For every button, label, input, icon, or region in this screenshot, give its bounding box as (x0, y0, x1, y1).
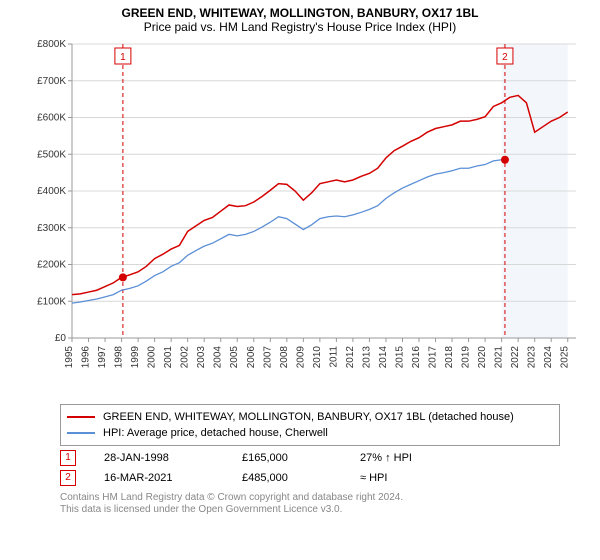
chart-svg: £0 £100K £200K £300K £400K £500K £600K £700K £80… (24, 38, 584, 398)
svg-text:2000: 2000 (147, 346, 158, 369)
svg-text:£0: £0 (55, 333, 67, 344)
svg-text:2017: 2017 (428, 346, 439, 369)
svg-text:2015: 2015 (394, 346, 405, 369)
svg-text:2003: 2003 (196, 346, 207, 369)
marker-id-box: 2 (60, 470, 76, 486)
chart-container: GREEN END, WHITEWAY, MOLLINGTON, BANBURY… (0, 0, 600, 560)
svg-text:2005: 2005 (229, 346, 240, 369)
svg-text:£400K: £400K (37, 186, 66, 197)
svg-text:2010: 2010 (312, 346, 323, 369)
svg-text:2022: 2022 (510, 346, 521, 369)
svg-text:1998: 1998 (114, 346, 125, 369)
svg-text:£100K: £100K (37, 296, 66, 307)
marker-pct: ≈ HPI (360, 468, 450, 488)
svg-text:1: 1 (120, 52, 126, 63)
svg-text:£800K: £800K (37, 39, 66, 50)
svg-text:£300K: £300K (37, 223, 66, 234)
svg-text:1996: 1996 (81, 346, 92, 369)
chart-title: GREEN END, WHITEWAY, MOLLINGTON, BANBURY… (10, 6, 590, 20)
svg-text:2014: 2014 (378, 346, 389, 369)
marker-pct: 27% ↑ HPI (360, 448, 450, 468)
svg-text:2004: 2004 (213, 346, 224, 369)
svg-text:2006: 2006 (246, 346, 257, 369)
svg-text:2019: 2019 (461, 346, 472, 369)
footnote-line: Contains HM Land Registry data © Crown c… (60, 492, 590, 504)
marker-row: 1 28-JAN-1998 £165,000 27% ↑ HPI (60, 448, 560, 468)
marker-row: 2 16-MAR-2021 £485,000 ≈ HPI (60, 468, 560, 488)
legend-item: HPI: Average price, detached house, Cher… (67, 425, 553, 441)
marker-id-box: 1 (60, 450, 76, 466)
svg-text:2018: 2018 (444, 346, 455, 369)
legend: GREEN END, WHITEWAY, MOLLINGTON, BANBURY… (60, 404, 560, 446)
svg-text:£700K: £700K (37, 76, 66, 87)
marker-date: 16-MAR-2021 (104, 468, 214, 488)
marker-table: 1 28-JAN-1998 £165,000 27% ↑ HPI 2 16-MA… (60, 448, 560, 488)
svg-text:2012: 2012 (345, 346, 356, 369)
svg-text:£200K: £200K (37, 260, 66, 271)
svg-text:£500K: £500K (37, 149, 66, 160)
marker-price: £165,000 (242, 448, 332, 468)
marker-date: 28-JAN-1998 (104, 448, 214, 468)
svg-text:2024: 2024 (543, 346, 554, 369)
legend-swatch (67, 432, 95, 434)
svg-text:2021: 2021 (494, 346, 505, 369)
svg-text:2: 2 (502, 52, 508, 63)
svg-text:2007: 2007 (262, 346, 273, 369)
svg-text:1995: 1995 (64, 346, 75, 369)
footnote-line: This data is licensed under the Open Gov… (60, 504, 590, 516)
chart-subtitle: Price paid vs. HM Land Registry's House … (10, 20, 590, 34)
legend-item: GREEN END, WHITEWAY, MOLLINGTON, BANBURY… (67, 409, 553, 425)
svg-text:2009: 2009 (295, 346, 306, 369)
svg-text:2013: 2013 (361, 346, 372, 369)
svg-text:2020: 2020 (477, 346, 488, 369)
legend-swatch (67, 416, 95, 418)
svg-text:2016: 2016 (411, 346, 422, 369)
svg-text:2001: 2001 (163, 346, 174, 369)
legend-label: GREEN END, WHITEWAY, MOLLINGTON, BANBURY… (103, 409, 514, 425)
legend-label: HPI: Average price, detached house, Cher… (103, 425, 328, 441)
plot-area: £0 £100K £200K £300K £400K £500K £600K £700K £80… (24, 38, 584, 398)
svg-text:1997: 1997 (97, 346, 108, 369)
marker-price: £485,000 (242, 468, 332, 488)
svg-text:2011: 2011 (328, 346, 339, 368)
svg-text:2002: 2002 (180, 346, 191, 369)
svg-text:1999: 1999 (130, 346, 141, 369)
svg-text:2023: 2023 (527, 346, 538, 369)
svg-text:2025: 2025 (560, 346, 571, 369)
footnote: Contains HM Land Registry data © Crown c… (60, 492, 590, 516)
svg-text:£600K: £600K (37, 113, 66, 124)
svg-text:2008: 2008 (279, 346, 290, 369)
